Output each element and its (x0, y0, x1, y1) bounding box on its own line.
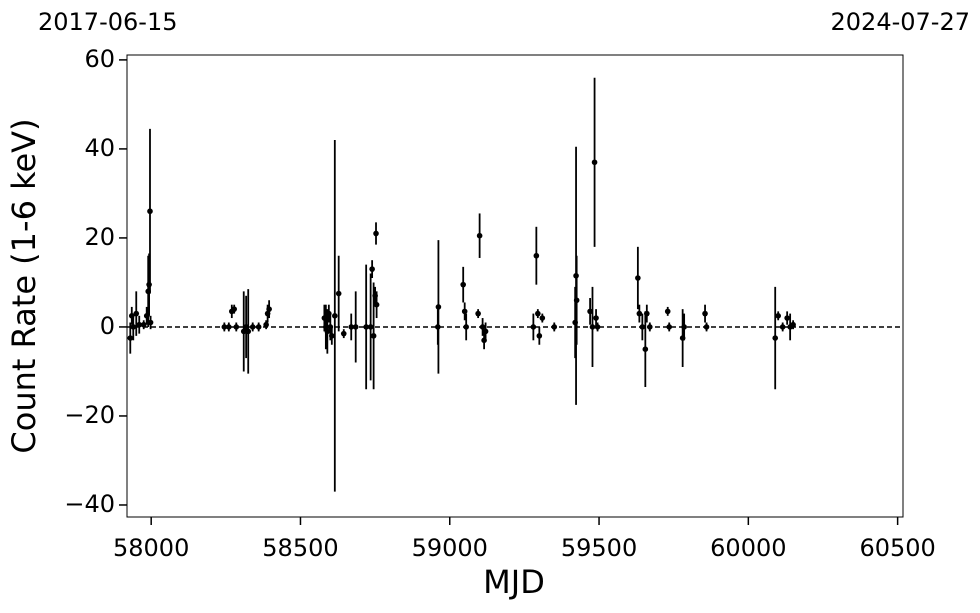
data-point (573, 297, 580, 304)
data-point (593, 315, 599, 321)
data-point (636, 310, 643, 317)
x-tick-label: 59000 (412, 534, 488, 562)
data-point (702, 310, 708, 317)
x-tick-label: 58500 (262, 534, 338, 562)
data-point (784, 315, 790, 321)
data-point (340, 330, 347, 337)
x-tick-label: 58000 (113, 534, 189, 562)
data-point (536, 333, 543, 339)
data-point (221, 324, 228, 330)
data-point (535, 310, 541, 317)
data-point (363, 324, 369, 330)
data-point (779, 324, 786, 330)
data-point (231, 306, 237, 312)
data-point (127, 335, 134, 341)
data-point (530, 324, 537, 330)
data-point (647, 324, 653, 330)
data-point (594, 324, 601, 330)
data-point (255, 324, 262, 330)
data-point (533, 252, 540, 259)
data-point (266, 306, 272, 312)
data-point (476, 232, 483, 239)
data-point (249, 324, 256, 330)
data-point (644, 310, 650, 317)
data-point (639, 324, 646, 330)
data-point (479, 324, 486, 330)
data-point (666, 324, 673, 330)
data-point (140, 321, 147, 328)
data-point (461, 308, 468, 315)
data-point (335, 290, 342, 297)
data-point (240, 328, 247, 335)
data-point (475, 310, 481, 317)
data-point (790, 321, 796, 328)
end-date-label: 2024-07-27 (831, 8, 970, 36)
x-tick-label: 59500 (561, 534, 637, 562)
data-point (589, 324, 596, 330)
data-point (373, 301, 380, 308)
data-point (591, 159, 598, 166)
data-point (263, 321, 269, 328)
y-tick-label: 0 (100, 312, 115, 340)
data-point (324, 328, 331, 335)
data-point (329, 333, 335, 339)
data-point (539, 315, 546, 321)
data-point (147, 319, 154, 326)
y-axis-label: Count Rate (1-6 keV) (5, 118, 43, 453)
y-tick-label: −40 (64, 490, 115, 518)
data-point (133, 310, 140, 317)
plot-frame (126, 54, 904, 518)
data-point (352, 324, 359, 330)
data-point (681, 324, 687, 330)
data-point (635, 275, 641, 281)
data-point (772, 335, 779, 341)
x-tick-label: 60000 (710, 534, 786, 562)
data-point (369, 266, 375, 272)
data-point (642, 346, 649, 353)
data-point (373, 230, 379, 237)
data-point (587, 308, 593, 315)
y-tick-label: 20 (84, 223, 115, 251)
data-point (130, 324, 137, 330)
y-tick-label: −20 (64, 401, 115, 429)
x-axis-label: MJD (483, 563, 545, 601)
data-point (367, 324, 374, 330)
data-point (245, 328, 252, 335)
data-point (664, 308, 671, 315)
data-point (233, 324, 240, 330)
data-point (226, 324, 232, 330)
data-point (460, 281, 466, 288)
y-tick-label: 40 (84, 134, 115, 162)
data-point (435, 304, 442, 310)
data-point (370, 333, 377, 339)
data-point (147, 208, 153, 215)
data-point (348, 324, 355, 330)
data-point (551, 324, 558, 330)
data-point (703, 324, 710, 330)
data-point (463, 324, 469, 330)
data-point (775, 313, 781, 319)
data-point (136, 321, 143, 328)
y-tick-label: 60 (84, 45, 115, 73)
x-tick-label: 60500 (859, 534, 935, 562)
data-point (332, 313, 338, 319)
start-date-label: 2017-06-15 (38, 8, 177, 36)
data-point (482, 328, 489, 335)
